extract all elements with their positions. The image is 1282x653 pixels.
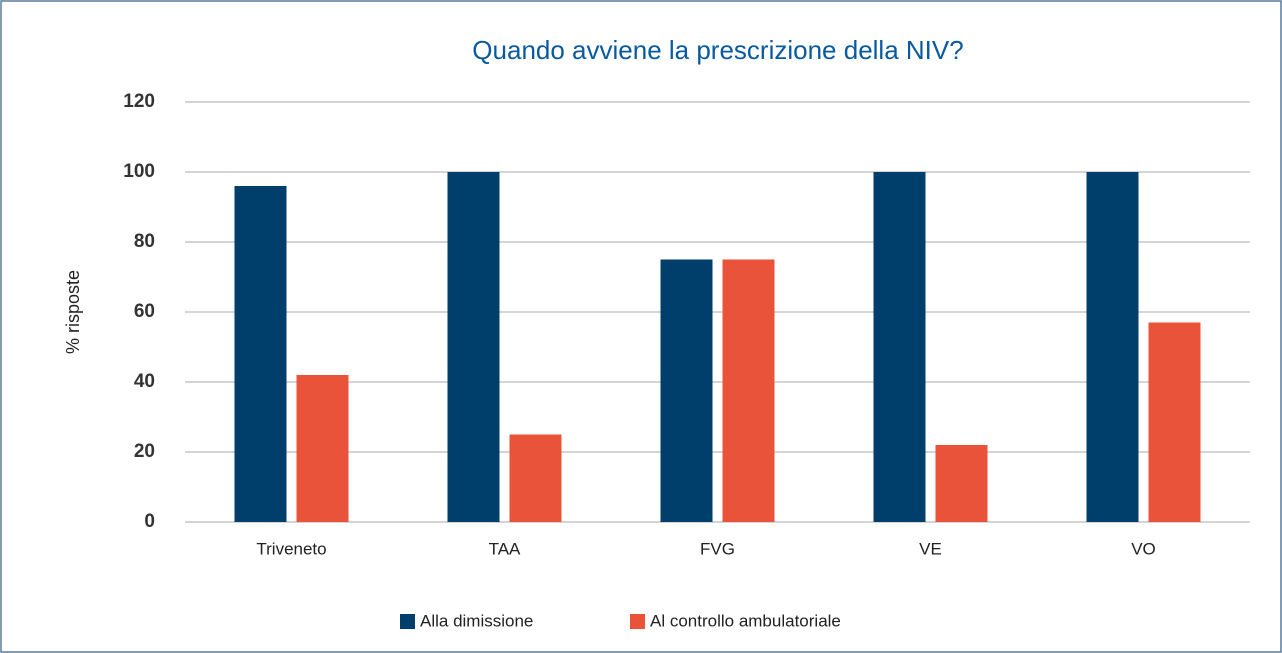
bar	[873, 172, 926, 522]
bar	[1148, 322, 1201, 522]
x-tick-label: Triveneto	[256, 539, 326, 558]
x-tick-label: VO	[1131, 539, 1156, 558]
x-tick-label: TAA	[489, 539, 521, 558]
bar	[509, 434, 562, 522]
y-axis-label: % risposte	[63, 270, 83, 354]
bar	[722, 259, 775, 522]
bar	[935, 445, 988, 522]
x-tick-label: FVG	[700, 539, 735, 558]
legend-swatch	[630, 614, 645, 629]
bar	[660, 259, 713, 522]
legend-swatch	[400, 614, 415, 629]
chart-title: Quando avviene la prescrizione della NIV…	[472, 35, 963, 65]
x-tick-label: VE	[919, 539, 942, 558]
bar	[234, 186, 287, 522]
y-tick-label: 60	[134, 301, 155, 322]
y-tick-label: 40	[134, 371, 155, 392]
y-tick-label: 0	[144, 511, 155, 532]
legend-label: Al controllo ambulatoriale	[650, 611, 841, 630]
bar	[1086, 172, 1139, 522]
bar	[447, 172, 500, 522]
y-tick-label: 80	[134, 231, 155, 252]
y-tick-label: 100	[123, 161, 155, 182]
y-tick-label: 20	[134, 441, 155, 462]
bar	[296, 375, 349, 522]
legend-label: Alla dimissione	[420, 611, 533, 630]
y-tick-label: 120	[123, 91, 155, 112]
